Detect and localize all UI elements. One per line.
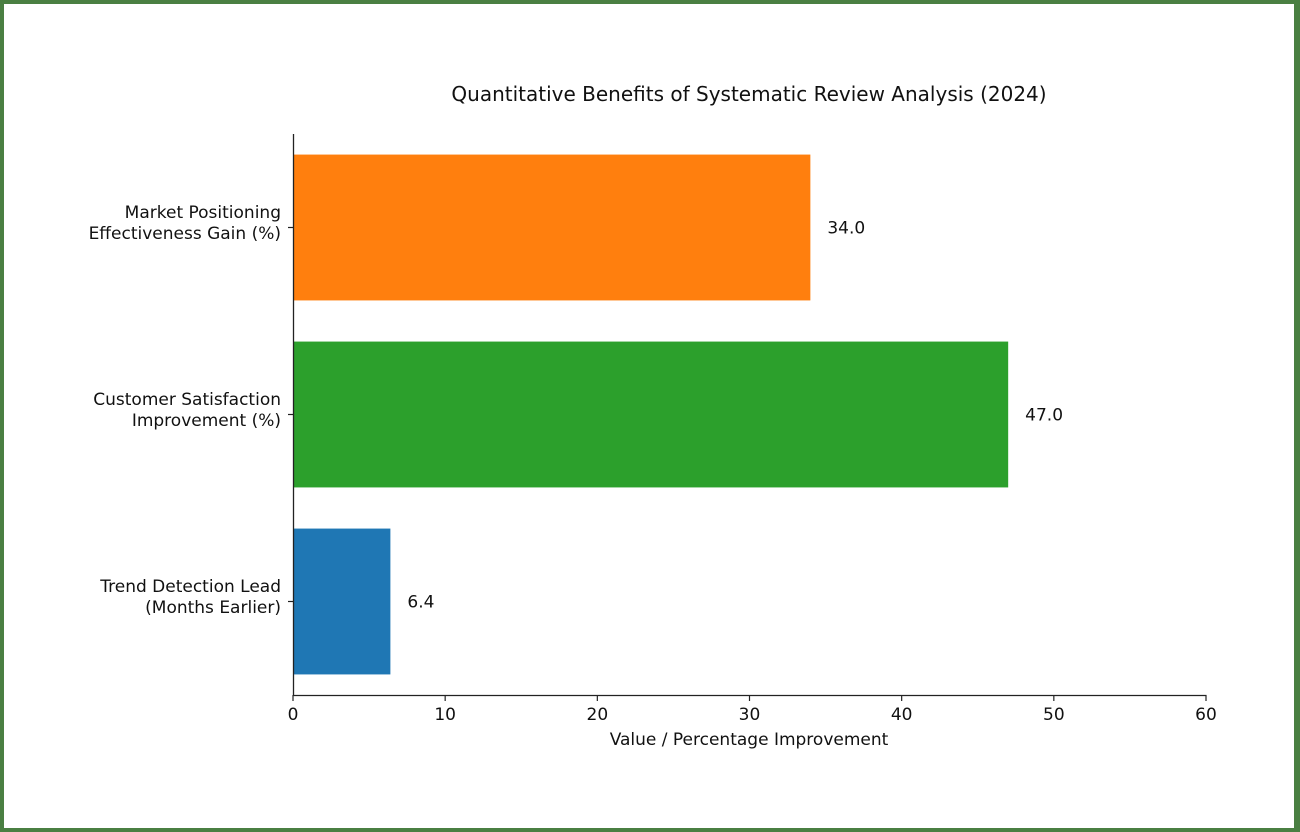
y-tick-label-line: (Months Earlier) <box>145 598 281 618</box>
x-tick-label: 0 <box>288 705 299 725</box>
y-tick-label-line: Market Positioning <box>125 203 281 223</box>
y-tick-label-line: Trend Detection Lead <box>99 577 281 597</box>
bar-value-label: 6.4 <box>407 593 434 613</box>
y-tick-label: Customer Satisfaction Improvement (%) <box>93 390 281 431</box>
x-tick-label: 10 <box>434 705 456 725</box>
x-tick-label: 50 <box>1043 705 1065 725</box>
y-tick-label-line: Effectiveness Gain (%) <box>89 224 281 244</box>
chart-title: Quantitative Benefits of Systematic Revi… <box>451 82 1046 106</box>
x-tick-label: 60 <box>1195 705 1217 725</box>
bar-value-label: 34.0 <box>827 219 865 239</box>
y-tick-label-line: Customer Satisfaction <box>93 390 281 410</box>
x-axis-label: Value / Percentage Improvement <box>610 730 889 750</box>
y-tick-label-line: Improvement (%) <box>132 411 281 431</box>
bar-value-label: 47.0 <box>1025 406 1063 426</box>
x-tick-label: 20 <box>587 705 609 725</box>
y-tick-label: Trend Detection Lead (Months Earlier) <box>99 577 281 618</box>
x-tick-label: 40 <box>891 705 913 725</box>
bar <box>293 154 811 301</box>
bar <box>293 341 1009 488</box>
bar <box>293 528 391 675</box>
x-tick-label: 30 <box>739 705 761 725</box>
y-tick-label: Market Positioning Effectiveness Gain (%) <box>89 203 281 244</box>
